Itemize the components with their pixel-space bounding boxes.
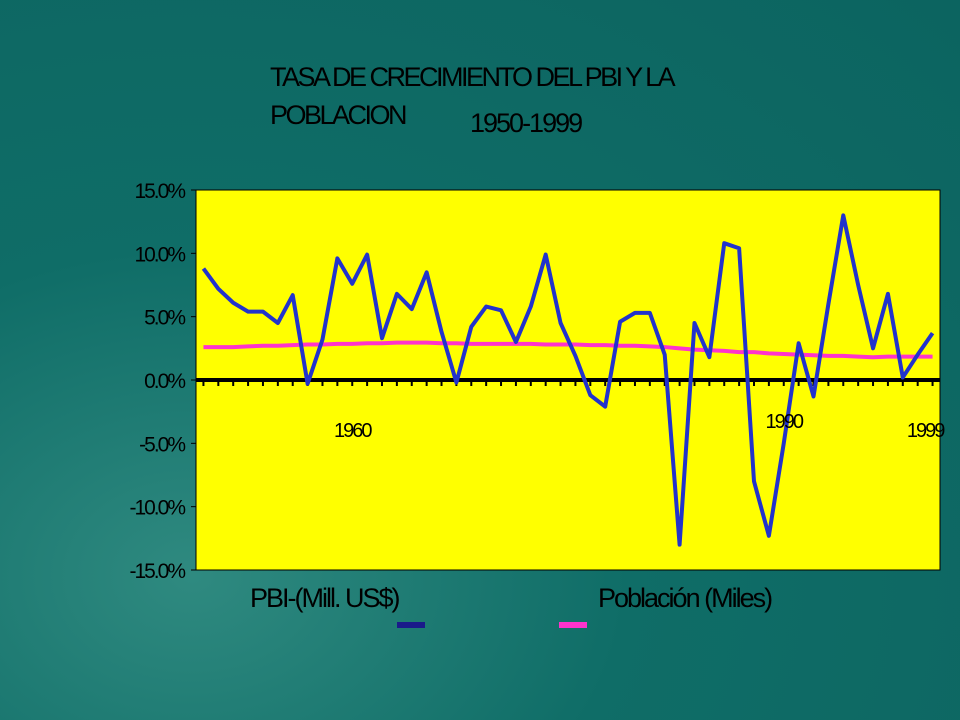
annotation: 1990 (766, 411, 804, 433)
y-tick-label: 5.0% (144, 307, 185, 330)
y-tick-label: 0.0% (144, 370, 185, 393)
y-tick-label: -10.0% (129, 497, 185, 520)
y-tick-label: 10.0% (134, 243, 185, 266)
y-tick-label: -15.0% (129, 560, 185, 583)
chart-title: TASA DE CRECIMIENTO DEL PBI Y LA POBLACI… (270, 62, 674, 130)
series-line (201, 213, 935, 547)
annotation: 1999 (907, 420, 945, 442)
legend-label: PBI-(Mill. US$) (250, 583, 400, 613)
annotation: 1960 (334, 420, 372, 442)
legend-swatch (559, 622, 587, 628)
y-tick-label: 15.0% (134, 180, 185, 203)
chart-subtitle: 1950-1999 (470, 108, 582, 138)
legend-label: Población (Miles) (598, 583, 772, 613)
series-line (203, 340, 933, 360)
legend-swatch (397, 622, 425, 628)
title-box: TASA DE CRECIMIENTO DEL PBI Y LA POBLACI… (270, 62, 674, 130)
y-tick-label: -5.0% (139, 433, 185, 456)
